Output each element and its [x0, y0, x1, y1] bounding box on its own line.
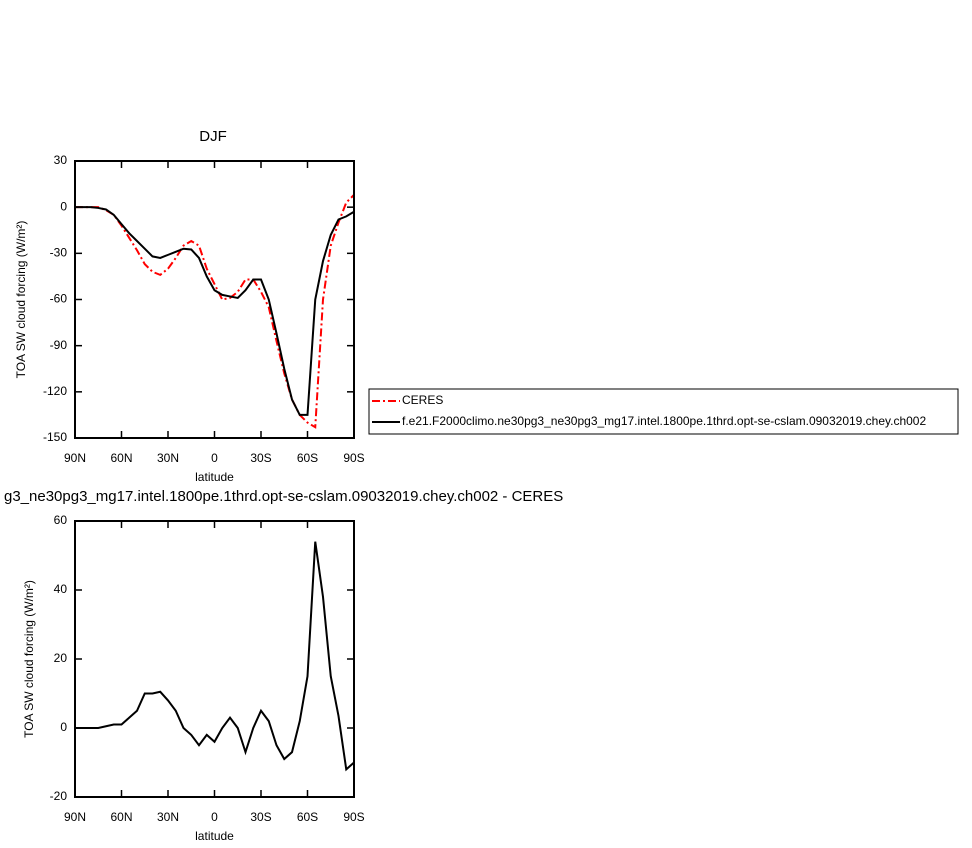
y-tick-label: -60: [50, 292, 68, 306]
y-tick-label: 0: [60, 720, 67, 734]
x-axis-label: latitude: [195, 470, 234, 484]
x-tick-label: 0: [211, 810, 218, 824]
legend-label: f.e21.F2000climo.ne30pg3_ne30pg3_mg17.in…: [402, 414, 926, 428]
y-tick-label: -90: [50, 338, 68, 352]
legend-box: [368, 388, 959, 435]
y-axis-label: TOA SW cloud forcing (W/m²): [14, 221, 28, 379]
legend-label: CERES: [402, 393, 443, 407]
data-line: [75, 541, 355, 772]
y-tick-label: -20: [50, 789, 68, 803]
y-axis-label: TOA SW cloud forcing (W/m²): [22, 580, 36, 738]
plot-frame: [74, 160, 355, 439]
x-tick-label: 30N: [157, 451, 179, 465]
y-tick-label: -150: [43, 430, 67, 444]
chart-title: g3_ne30pg3_mg17.intel.1800pe.1thrd.opt-s…: [4, 488, 563, 505]
y-tick-label: -120: [43, 384, 67, 398]
y-tick-label: -30: [50, 246, 68, 260]
y-tick-label: 40: [54, 582, 68, 596]
y-tick-label: 60: [54, 513, 68, 527]
y-tick-label: 30: [54, 153, 68, 167]
x-tick-label: 60N: [110, 451, 132, 465]
x-tick-label: 90N: [64, 451, 86, 465]
data-line: [75, 206, 355, 416]
x-tick-label: 90S: [343, 810, 364, 824]
x-tick-label: 90N: [64, 810, 86, 824]
y-tick-label: 0: [60, 199, 67, 213]
x-tick-label: 60S: [297, 810, 318, 824]
x-tick-label: 30N: [157, 810, 179, 824]
x-axis-label: latitude: [195, 829, 234, 843]
x-tick-label: 60S: [297, 451, 318, 465]
data-line: [75, 194, 355, 429]
y-tick-label: 20: [54, 651, 68, 665]
chart-title: DJF: [199, 128, 227, 145]
plot-frame: [74, 520, 355, 798]
x-tick-label: 0: [211, 451, 218, 465]
x-tick-label: 60N: [110, 810, 132, 824]
x-tick-label: 30S: [250, 451, 271, 465]
x-tick-label: 30S: [250, 810, 271, 824]
x-tick-label: 90S: [343, 451, 364, 465]
